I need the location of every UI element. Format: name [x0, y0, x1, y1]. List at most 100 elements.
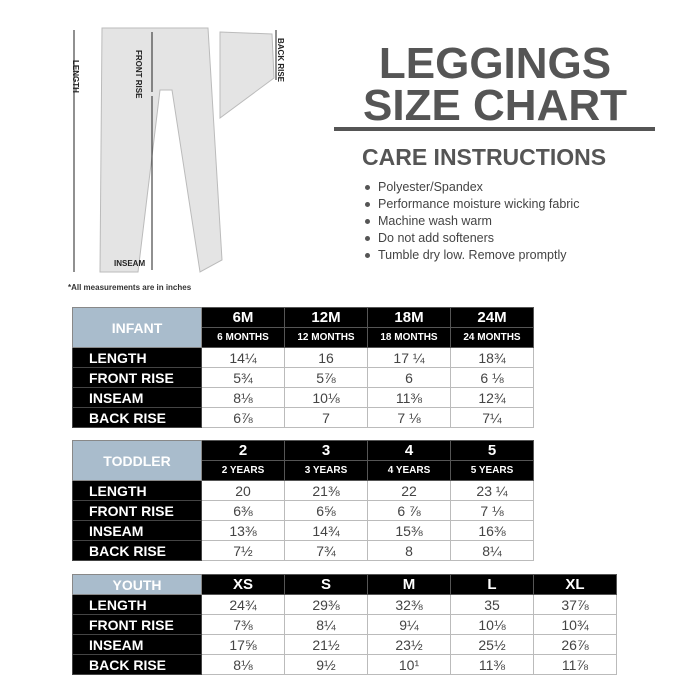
table-row: LENGTH 14¼ 16 17 ¼ 18¾	[72, 347, 534, 368]
row-label: INSEAM	[72, 387, 202, 408]
subheader-row: 6 MONTHS 12 MONTHS 18 MONTHS 24 MONTHS	[73, 327, 534, 348]
measurement-cell: 37⅞	[533, 594, 617, 615]
measurement-cell: 10¹	[367, 654, 451, 675]
measurement-cell: 11⅞	[533, 654, 617, 675]
size-header: L	[450, 574, 534, 595]
row-label: INSEAM	[72, 634, 202, 655]
size-subheader: 2 YEARS	[201, 460, 285, 481]
table-row: INSEAM 13⅜ 14¾ 15⅜ 16⅜	[72, 520, 534, 541]
size-header: 5	[450, 440, 534, 461]
measurement-cell: 21½	[284, 634, 368, 655]
size-header: 6M	[201, 307, 285, 328]
table-row: INSEAM 17⅝ 21½ 23½ 25½ 26⅞	[72, 634, 617, 655]
measurement-cell: 22	[367, 480, 451, 501]
measurement-cell: 18¾	[450, 347, 534, 368]
row-label: LENGTH	[72, 480, 202, 501]
measurement-cell: 7⅜	[201, 614, 285, 635]
row-label: FRONT RISE	[72, 614, 202, 635]
size-subheader: 12 MONTHS	[284, 327, 368, 348]
care-list: Polyester/Spandex Performance moisture w…	[365, 180, 579, 265]
care-item: Tumble dry low. Remove promptly	[365, 248, 579, 265]
youth-table: YOUTH XS S M L XL LENGTH 24¾ 29⅜ 32⅜ 35 37⅞ FRONT RI…	[72, 574, 617, 675]
size-header: 4	[367, 440, 451, 461]
subheader-row: 2 YEARS 3 YEARS 4 YEARS 5 YEARS	[73, 460, 534, 481]
measurement-cell: 8⅛	[201, 387, 285, 408]
leggings-illustration	[73, 27, 277, 273]
measurement-cell: 20	[201, 480, 285, 501]
measurement-cell: 8¼	[450, 540, 534, 561]
size-subheader: 18 MONTHS	[367, 327, 451, 348]
measurement-cell: 13⅜	[201, 520, 285, 541]
size-header: XS	[201, 574, 285, 595]
length-label: LENGTH	[71, 60, 80, 93]
back-rise-label: BACK RISE	[276, 38, 285, 83]
measurement-cell: 6⅝	[284, 500, 368, 521]
size-header: 18M	[367, 307, 451, 328]
table-row: BACK RISE 7½ 7¾ 8 8¼	[72, 540, 534, 561]
row-label: BACK RISE	[72, 654, 202, 675]
size-header: 2	[201, 440, 285, 461]
header-row: INFANT 6M 12M 18M 24M	[72, 307, 534, 348]
size-subheader: 24 MONTHS	[450, 327, 534, 348]
title-line2: SIZE CHART	[363, 81, 627, 130]
header-row: TODDLER 2 3 4 5	[72, 440, 534, 481]
infant-table: INFANT 6M 12M 18M 24M 6 MONTHS 12 MONTHS 18 MON…	[72, 307, 534, 428]
toddler-table: TODDLER 2 3 4 5 2 YEARS 3 YEARS 4 YEARS 5 YEARS L…	[72, 440, 534, 561]
measurement-note: *All measurements are in inches	[68, 283, 192, 292]
measurement-cell: 6⅜	[201, 500, 285, 521]
table-row: FRONT RISE 7⅜ 8¼ 9¼ 10⅛ 10¾	[72, 614, 617, 635]
size-subheader: 3 YEARS	[284, 460, 368, 481]
divider	[334, 127, 655, 131]
front-rise-label: FRONT RISE	[134, 50, 143, 99]
measurement-cell: 5¾	[201, 367, 285, 388]
measurement-cell: 10⅛	[450, 614, 534, 635]
measurement-cell: 8⅛	[201, 654, 285, 675]
measurement-cell: 8¼	[284, 614, 368, 635]
measurement-cell: 35	[450, 594, 534, 615]
header-row: YOUTH XS S M L XL	[72, 574, 617, 595]
measurement-cell: 16⅜	[450, 520, 534, 541]
measurement-cell: 26⅞	[533, 634, 617, 655]
measurement-cell: 16	[284, 347, 368, 368]
size-subheader: 5 YEARS	[450, 460, 534, 481]
size-header: M	[367, 574, 451, 595]
size-header: 3	[284, 440, 368, 461]
title-line1: LEGGINGS	[378, 39, 612, 88]
measurement-cell: 7	[284, 407, 368, 428]
care-item: Performance moisture wicking fabric	[365, 197, 579, 214]
measurement-cell: 6⅞	[201, 407, 285, 428]
size-subheader: 4 YEARS	[367, 460, 451, 481]
size-header: S	[284, 574, 368, 595]
measurement-cell: 21⅜	[284, 480, 368, 501]
care-item: Do not add softeners	[365, 231, 579, 248]
table-row: LENGTH 20 21⅜ 22 23 ¼	[72, 480, 534, 501]
table-row: BACK RISE 8⅛ 9½ 10¹ 11⅜ 11⅞	[72, 654, 617, 675]
measurement-cell: 7 ⅛	[367, 407, 451, 428]
measurement-cell: 7¾	[284, 540, 368, 561]
measurement-cell: 11⅜	[367, 387, 451, 408]
row-label: BACK RISE	[72, 407, 202, 428]
table-row: INSEAM 8⅛ 10⅛ 11⅜ 12¾	[72, 387, 534, 408]
row-label: BACK RISE	[72, 540, 202, 561]
size-subheader: 6 MONTHS	[201, 327, 285, 348]
measurement-cell: 17 ¼	[367, 347, 451, 368]
size-header: 24M	[450, 307, 534, 328]
measurement-cell: 12¾	[450, 387, 534, 408]
row-label: FRONT RISE	[72, 500, 202, 521]
measurement-cell: 8	[367, 540, 451, 561]
care-heading: CARE INSTRUCTIONS	[362, 144, 607, 170]
measurement-cell: 11⅜	[450, 654, 534, 675]
measurement-cell: 9½	[284, 654, 368, 675]
care-item: Machine wash warm	[365, 214, 579, 231]
measurement-cell: 17⅝	[201, 634, 285, 655]
measurement-cell: 6 ⅛	[450, 367, 534, 388]
measurement-cell: 7¼	[450, 407, 534, 428]
group-label: YOUTH	[72, 574, 202, 595]
measurement-cell: 32⅜	[367, 594, 451, 615]
measurement-cell: 25½	[450, 634, 534, 655]
measurement-cell: 6	[367, 367, 451, 388]
measurement-cell: 7½	[201, 540, 285, 561]
care-item: Polyester/Spandex	[365, 180, 579, 197]
row-label: LENGTH	[72, 594, 202, 615]
